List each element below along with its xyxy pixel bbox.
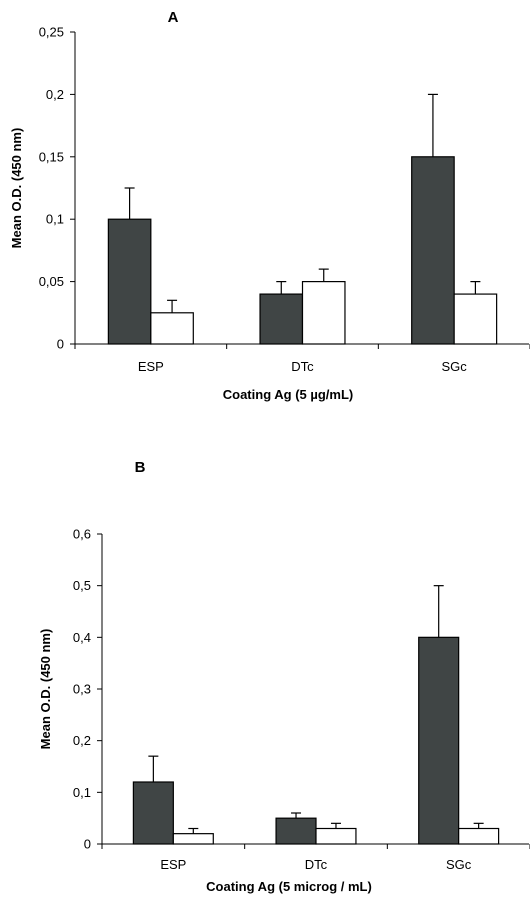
bar-esp-series-2 <box>150 312 194 345</box>
x-category-label: DTc <box>305 857 328 872</box>
x-category-label: DTc <box>291 359 314 374</box>
y-tick-label: 0,4 <box>73 630 91 645</box>
y-tick-label: 0,25 <box>39 25 64 40</box>
bar-dtc-series-2 <box>315 827 357 845</box>
y-tick-label: 0,15 <box>39 149 64 164</box>
bar-chart-a: A 0 0,05 0,1 0,15 0,2 0,25 ESP DTc SGc Coating Ag … <box>9 9 530 402</box>
bar-dtc-series-1 <box>259 293 304 345</box>
bar-sgc-series-1 <box>418 636 460 845</box>
y-tick-label: 0,2 <box>46 87 64 102</box>
y-tick-label: 0,6 <box>73 527 91 542</box>
y-axis-label: Mean O.D. (450 nm) <box>38 629 53 750</box>
y-tick-label: 0 <box>57 337 64 352</box>
x-category-label: ESP <box>138 359 164 374</box>
bar-dtc-series-1 <box>275 817 317 845</box>
y-tick-label: 0,2 <box>73 733 91 748</box>
bar-esp-series-1 <box>107 218 152 345</box>
x-category-label: SGc <box>442 359 468 374</box>
x-category-label: SGc <box>446 857 472 872</box>
y-axis-label: Mean O.D. (450 nm) <box>9 128 24 249</box>
y-tick-label: 0 <box>84 837 91 852</box>
chart-panel-b: B 0 0,1 0,2 0,3 0,4 0,5 0,6 ESP DTc SGc Coating Ag … <box>0 440 530 903</box>
bar-esp-series-1 <box>132 781 174 845</box>
x-axis-label: Coating Ag (5 µg/mL) <box>223 387 354 402</box>
y-tick-label: 0,05 <box>39 274 64 289</box>
y-tick-label: 0,1 <box>73 785 91 800</box>
x-axis-label: Coating Ag (5 microg / mL) <box>206 879 372 894</box>
bar-chart-b: B 0 0,1 0,2 0,3 0,4 0,5 0,6 ESP DTc SGc Coating Ag … <box>38 459 530 894</box>
bar-sgc-series-2 <box>458 827 500 845</box>
bar-dtc-series-2 <box>301 281 346 345</box>
panel-label-a: A <box>168 9 179 26</box>
y-tick-label: 0,3 <box>73 682 91 697</box>
bar-sgc-series-1 <box>411 156 455 345</box>
bar-sgc-series-2 <box>453 293 498 345</box>
x-category-label: ESP <box>160 857 186 872</box>
chart-panel-a: A 0 0,05 0,1 0,15 0,2 0,25 ESP DTc SGc Coating Ag … <box>0 0 530 430</box>
y-tick-label: 0,5 <box>73 578 91 593</box>
y-tick-label: 0,1 <box>46 212 64 227</box>
bar-esp-series-2 <box>172 833 214 845</box>
panel-label-b: B <box>135 459 146 476</box>
